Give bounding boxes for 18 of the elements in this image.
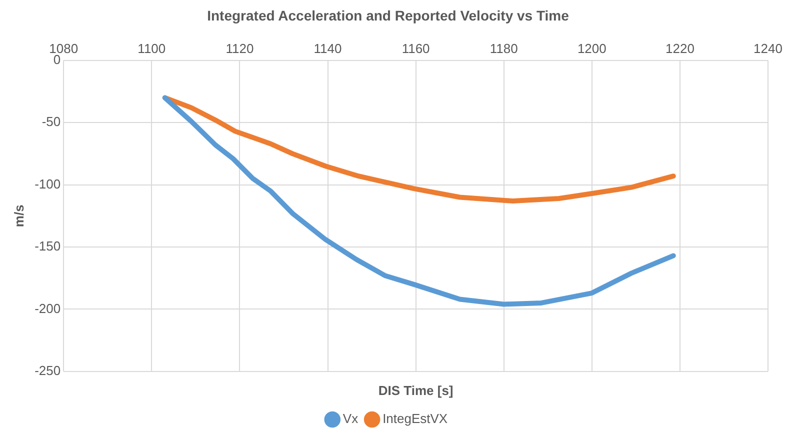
y-tick-label: -250: [34, 362, 61, 378]
x-tick-label: 1240: [754, 41, 782, 56]
legend-label: Vx: [342, 411, 359, 426]
y-tick-label: -50: [42, 114, 61, 130]
x-tick-label: 1200: [577, 41, 606, 56]
x-tick-label: 1180: [490, 41, 518, 56]
y-axis-title: m/s: [11, 204, 26, 228]
y-tick-label: -150: [34, 238, 61, 254]
y-tick-label: -100: [34, 176, 61, 192]
legend-label: IntegEstVX: [382, 411, 448, 426]
chart-title: Integrated Acceleration and Reported Velocity vs Time: [207, 7, 570, 24]
y-tick-label: -200: [34, 300, 61, 316]
x-tick-label: 1220: [665, 41, 694, 56]
x-tick-label: 1140: [314, 41, 342, 56]
x-tick-label: 1160: [402, 41, 430, 56]
x-tick-label: 1100: [138, 41, 166, 56]
x-axis-title: DIS Time [s]: [378, 382, 454, 398]
x-tick-label: 1120: [226, 41, 254, 56]
